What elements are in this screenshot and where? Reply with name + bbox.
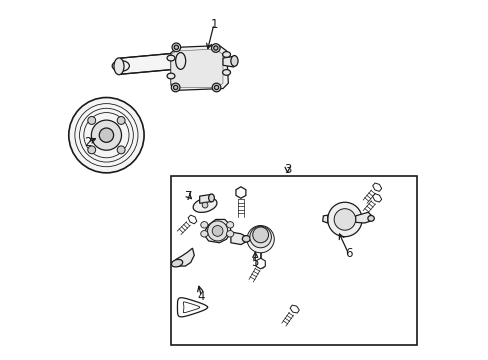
Ellipse shape [171, 55, 188, 66]
Circle shape [117, 146, 125, 154]
Ellipse shape [242, 235, 250, 242]
Circle shape [214, 85, 218, 90]
Circle shape [211, 44, 220, 52]
Circle shape [212, 83, 221, 92]
Circle shape [91, 120, 121, 150]
Ellipse shape [167, 73, 175, 79]
Circle shape [99, 128, 113, 142]
Polygon shape [372, 194, 381, 202]
Text: 5: 5 [251, 256, 259, 269]
Circle shape [212, 226, 223, 236]
Ellipse shape [367, 216, 373, 221]
Bar [171, 176, 416, 345]
Ellipse shape [112, 60, 129, 71]
Ellipse shape [222, 51, 230, 57]
Circle shape [207, 221, 227, 241]
Text: 4: 4 [197, 290, 205, 303]
Polygon shape [230, 232, 246, 244]
Ellipse shape [226, 230, 233, 237]
Polygon shape [255, 261, 265, 268]
Ellipse shape [222, 69, 230, 75]
Polygon shape [223, 56, 235, 67]
Text: 1: 1 [210, 18, 217, 31]
Polygon shape [372, 183, 381, 192]
Polygon shape [175, 248, 194, 266]
Ellipse shape [208, 194, 214, 202]
Circle shape [174, 45, 178, 49]
Ellipse shape [230, 55, 238, 66]
Circle shape [88, 117, 96, 125]
Circle shape [173, 85, 178, 90]
Polygon shape [171, 45, 228, 90]
Polygon shape [322, 215, 327, 223]
Polygon shape [203, 220, 230, 243]
Text: 2: 2 [83, 136, 91, 149]
Ellipse shape [201, 222, 207, 228]
Ellipse shape [193, 198, 217, 212]
Polygon shape [188, 215, 197, 224]
Circle shape [88, 146, 96, 154]
Circle shape [327, 202, 362, 237]
Polygon shape [255, 258, 265, 269]
Circle shape [171, 83, 180, 92]
Circle shape [117, 117, 125, 125]
Polygon shape [355, 212, 371, 223]
Ellipse shape [171, 260, 183, 267]
Ellipse shape [167, 55, 175, 61]
Text: 3: 3 [283, 163, 291, 176]
Polygon shape [121, 53, 180, 74]
Polygon shape [236, 187, 245, 198]
Ellipse shape [114, 58, 124, 75]
Ellipse shape [201, 230, 207, 237]
Polygon shape [289, 305, 299, 313]
Circle shape [202, 202, 207, 208]
Polygon shape [199, 194, 211, 203]
Circle shape [333, 209, 355, 230]
Text: 7: 7 [185, 190, 192, 203]
Circle shape [246, 226, 274, 253]
Ellipse shape [175, 53, 185, 69]
Circle shape [249, 226, 271, 248]
Text: 6: 6 [344, 247, 351, 260]
Ellipse shape [226, 222, 233, 228]
Circle shape [213, 46, 218, 50]
Polygon shape [171, 49, 223, 87]
Circle shape [172, 43, 180, 51]
Circle shape [69, 98, 144, 173]
Circle shape [252, 227, 268, 243]
